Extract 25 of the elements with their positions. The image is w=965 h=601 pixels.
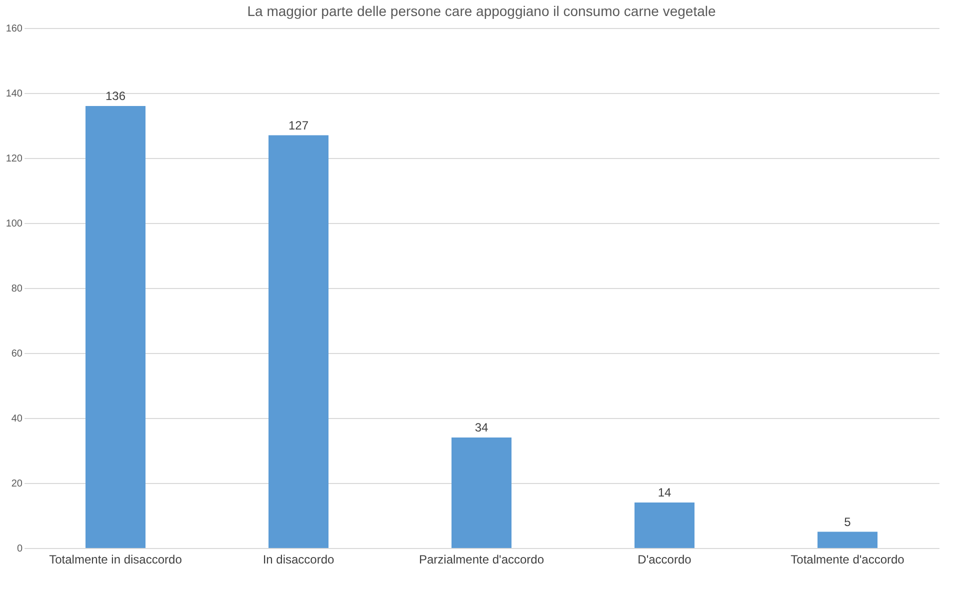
y-tick-label: 140 xyxy=(6,88,23,100)
y-tick-label: 20 xyxy=(11,478,23,490)
x-tick-label: Totalmente in disaccordo xyxy=(49,552,182,566)
y-tick-label: 80 xyxy=(11,284,23,294)
bar xyxy=(634,502,694,548)
x-tick-label: In disaccordo xyxy=(262,552,335,566)
data-label: 127 xyxy=(288,118,309,132)
y-tick-label: 120 xyxy=(6,154,23,164)
y-tick-label: 0 xyxy=(16,544,23,554)
bar xyxy=(452,438,512,548)
x-tick-label: Parzialmente d'accordo xyxy=(418,552,544,566)
y-tick-label: 60 xyxy=(11,348,23,360)
bar xyxy=(268,135,328,548)
chart-title: La maggior parte delle persone care appoggiano il consumo carne vegetale xyxy=(247,3,716,19)
y-tick-label: 100 xyxy=(6,218,23,230)
y-tick-label: 40 xyxy=(11,414,23,424)
data-label: 136 xyxy=(105,89,126,103)
y-tick-label: 160 xyxy=(6,24,23,34)
data-label: 14 xyxy=(658,486,672,500)
x-tick-label: Totalmente d'accordo xyxy=(790,552,905,566)
data-label: 34 xyxy=(474,420,488,434)
bar xyxy=(86,106,146,548)
bar xyxy=(818,532,878,548)
data-label: 5 xyxy=(844,514,852,529)
x-tick-label: D'accordo xyxy=(638,552,692,566)
